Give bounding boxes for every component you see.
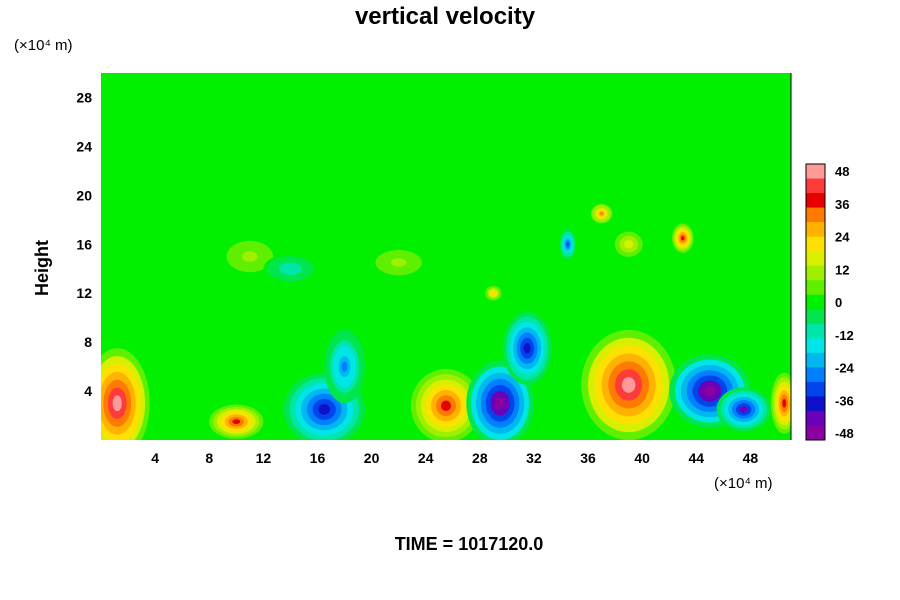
updraft-cell	[590, 203, 613, 224]
updraft-cell	[485, 285, 502, 301]
downdraft-cell	[263, 254, 318, 284]
time-label: TIME = 1017120.0	[395, 534, 544, 554]
colorbar-tick-label: -48	[835, 426, 854, 441]
contour-band	[318, 404, 331, 415]
downdraft-cell	[559, 229, 576, 259]
y-axis-unit: (×10⁴ m)	[14, 37, 73, 54]
colorbar-swatches	[806, 164, 825, 441]
chart-title: vertical velocity	[355, 3, 536, 30]
contour-band	[341, 361, 348, 372]
updraft-cell	[222, 238, 277, 275]
x-tick-label: 32	[526, 450, 542, 466]
x-tick-label: 48	[743, 450, 759, 466]
contour-band	[440, 400, 452, 411]
colorbar-tick-label: 12	[835, 262, 849, 277]
updraft-cell	[410, 369, 482, 440]
colorbar-swatch	[806, 352, 825, 368]
y-tick-label: 8	[84, 334, 92, 350]
updraft-cell	[581, 329, 676, 440]
contour-band	[492, 292, 495, 295]
contour-band	[704, 385, 716, 397]
contour-band	[495, 397, 505, 410]
x-tick-label: 20	[364, 450, 380, 466]
y-tick-labels: 4 8 12 16 20 24 28	[76, 89, 92, 399]
colorbar-tick-label: 48	[835, 164, 849, 179]
colorbar-swatch	[806, 396, 825, 412]
x-tick-label: 44	[689, 450, 705, 466]
colorbar-tick-label: -24	[835, 361, 855, 376]
colorbar-tick-label: 36	[835, 197, 849, 212]
y-axis-label: Height	[32, 240, 52, 296]
colorbar-swatch	[806, 425, 825, 441]
colorbar-swatch	[806, 178, 825, 194]
colorbar-swatch	[806, 367, 825, 383]
colorbar-swatch	[806, 410, 825, 426]
y-tick-label: 20	[76, 187, 92, 203]
plot-area	[101, 73, 791, 440]
contour-band	[600, 212, 604, 216]
colorbar-tick-label: -12	[835, 328, 854, 343]
downdraft-cell	[324, 329, 365, 404]
updraft-cell	[101, 348, 150, 440]
x-tick-label: 16	[310, 450, 326, 466]
colorbar-tick-label: 24	[835, 230, 850, 245]
x-axis-unit: (×10⁴ m)	[714, 475, 773, 492]
colorbar-swatch	[806, 338, 825, 354]
y-tick-label: 28	[76, 89, 92, 105]
contour-band	[232, 419, 241, 425]
y-tick-label: 24	[76, 138, 92, 154]
downdraft-cell	[466, 360, 534, 440]
y-tick-label: 4	[84, 383, 92, 399]
contour-band	[112, 395, 122, 412]
updraft-cell	[612, 229, 645, 259]
updraft-cell	[770, 372, 791, 434]
contour-band	[782, 398, 787, 408]
colorbar-swatch	[806, 309, 825, 325]
colorbar-tick-label: 0	[835, 295, 842, 310]
colorbar-border	[805, 163, 826, 441]
x-tick-label: 28	[472, 450, 488, 466]
colorbar-swatch	[806, 193, 825, 209]
x-tick-label: 36	[580, 450, 596, 466]
x-tick-label: 40	[634, 450, 650, 466]
colorbar-swatch	[806, 251, 825, 267]
updraft-cell	[371, 247, 426, 278]
colorbar-swatch	[806, 294, 825, 310]
downdraft-cell	[716, 387, 771, 432]
contour-band	[739, 406, 748, 413]
updraft-cell	[671, 223, 694, 253]
contour-band	[621, 377, 636, 393]
contour-band	[523, 343, 531, 354]
updraft-cell	[209, 404, 264, 439]
contour-band	[566, 242, 569, 247]
y-tick-label: 16	[76, 236, 92, 252]
colorbar: 48 36 24 12 0 -12 -24 -36 -48	[805, 163, 855, 441]
contour-band	[245, 253, 254, 260]
colorbar-swatch	[806, 207, 825, 223]
colorbar-swatch	[806, 236, 825, 252]
y-tick-label: 12	[76, 285, 92, 301]
contour-band	[681, 236, 685, 241]
colorbar-tick-labels: 48 36 24 12 0 -12 -24 -36 -48	[835, 164, 855, 441]
colorbar-swatch	[806, 381, 825, 397]
colorbar-swatch	[806, 222, 825, 238]
x-tick-labels: 4 8 12 16 20 24 28 32 36 40 44 48	[151, 450, 758, 466]
x-tick-label: 4	[151, 450, 159, 466]
colorbar-swatch	[806, 280, 825, 296]
colorbar-swatch	[806, 265, 825, 281]
colorbar-swatch	[806, 323, 825, 339]
colorbar-tick-label: -36	[835, 393, 854, 408]
x-tick-label: 24	[418, 450, 434, 466]
downdraft-cell	[502, 311, 552, 385]
velocity-field	[101, 203, 791, 440]
colorbar-swatch	[806, 164, 825, 180]
x-tick-label: 12	[256, 450, 272, 466]
contour-band	[394, 260, 403, 265]
contour-band	[286, 266, 295, 271]
x-tick-label: 8	[205, 450, 213, 466]
contour-band	[626, 242, 631, 247]
